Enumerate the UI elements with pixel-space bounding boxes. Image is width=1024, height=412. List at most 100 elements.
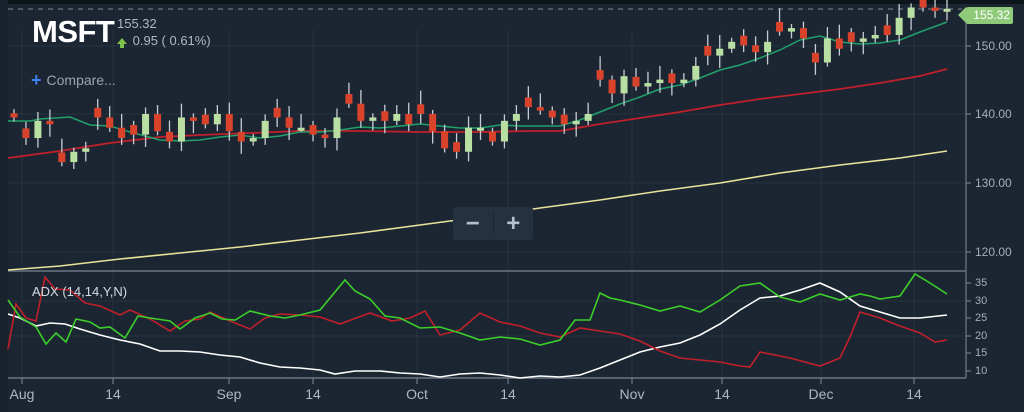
minus-di-line bbox=[7, 275, 948, 368]
candle bbox=[704, 45, 712, 56]
candle bbox=[285, 117, 293, 128]
compare-button[interactable]: + Compare... bbox=[31, 69, 116, 90]
x-axis-label: 14 bbox=[714, 386, 730, 402]
candle bbox=[142, 114, 150, 135]
candle bbox=[943, 8, 951, 12]
ticker-symbol: MSFT bbox=[32, 14, 115, 49]
candle bbox=[656, 79, 664, 84]
zoom-out-button[interactable]: − bbox=[465, 209, 480, 237]
candle bbox=[632, 76, 640, 87]
candle bbox=[668, 73, 676, 84]
candle bbox=[907, 7, 915, 18]
compare-label: Compare... bbox=[46, 72, 116, 88]
adx-line bbox=[7, 282, 948, 379]
candle bbox=[512, 114, 520, 121]
zoom-controls: − + bbox=[453, 207, 533, 240]
arrow-up-icon bbox=[117, 38, 127, 48]
candle bbox=[883, 25, 891, 35]
candle bbox=[847, 32, 855, 42]
candle bbox=[859, 38, 867, 42]
candle bbox=[213, 114, 221, 125]
price-change: 0.95 ( 0.61%) bbox=[117, 33, 211, 48]
candle bbox=[572, 120, 580, 125]
candle bbox=[596, 70, 604, 80]
zoom-divider bbox=[492, 212, 494, 235]
candle bbox=[309, 124, 317, 135]
candle bbox=[70, 151, 78, 163]
x-axis-label: 14 bbox=[105, 386, 121, 402]
left-border bbox=[0, 0, 8, 412]
candle bbox=[788, 28, 795, 32]
candle bbox=[118, 127, 126, 139]
candle bbox=[548, 110, 556, 118]
candle bbox=[225, 114, 233, 132]
candle bbox=[488, 131, 496, 142]
candle bbox=[201, 114, 209, 125]
candle bbox=[608, 79, 616, 94]
candle bbox=[692, 65, 700, 80]
x-axis-label: Sep bbox=[216, 386, 242, 402]
candle bbox=[237, 131, 245, 142]
zoom-in-button[interactable]: + bbox=[506, 209, 521, 237]
candle bbox=[465, 127, 473, 152]
candle bbox=[82, 148, 90, 152]
candle bbox=[429, 114, 437, 132]
candle bbox=[154, 114, 162, 132]
candle bbox=[249, 138, 257, 142]
plus-icon: + bbox=[31, 70, 42, 90]
candle bbox=[106, 117, 114, 128]
candle bbox=[776, 21, 784, 32]
candle bbox=[919, 0, 927, 8]
price-change-value: 0.95 ( 0.61%) bbox=[132, 33, 211, 48]
candle bbox=[823, 38, 831, 63]
candle bbox=[895, 17, 903, 35]
adx-axis-label: 35 bbox=[975, 277, 988, 289]
x-axis-label: 14 bbox=[906, 386, 922, 402]
current-price: 155.32 bbox=[117, 16, 157, 31]
x-axis-label: Nov bbox=[619, 386, 645, 402]
candle bbox=[524, 97, 532, 108]
candle bbox=[620, 76, 628, 94]
top-border bbox=[0, 0, 1024, 4]
candle bbox=[297, 127, 305, 131]
candle bbox=[500, 120, 508, 142]
x-axis-label: 14 bbox=[500, 386, 516, 402]
x-axis-label: 14 bbox=[305, 386, 321, 402]
x-axis-label: Aug bbox=[9, 386, 35, 402]
candle bbox=[333, 117, 341, 139]
y-axis-label: 140.00 bbox=[975, 107, 1012, 121]
adx-axis-label: 25 bbox=[975, 312, 988, 324]
candle bbox=[835, 38, 843, 49]
candle bbox=[560, 114, 568, 125]
y-axis-label: 120.00 bbox=[975, 245, 1012, 259]
candle bbox=[871, 34, 879, 39]
candle bbox=[453, 142, 461, 152]
candle bbox=[94, 107, 102, 118]
y-axis-label: 130.00 bbox=[975, 176, 1012, 190]
x-axis-label: Oct bbox=[406, 386, 428, 402]
candle bbox=[177, 117, 185, 142]
candle bbox=[728, 41, 736, 49]
candle bbox=[536, 107, 544, 111]
candle bbox=[584, 114, 592, 121]
y-axis-label: 150.00 bbox=[975, 39, 1012, 53]
candle bbox=[680, 79, 688, 84]
adx-axis-label: 20 bbox=[975, 330, 988, 342]
candle bbox=[811, 52, 819, 63]
candle bbox=[752, 45, 760, 53]
candle bbox=[130, 124, 138, 135]
candle bbox=[58, 152, 66, 163]
candle bbox=[46, 120, 54, 125]
candle bbox=[393, 114, 401, 121]
last-price-tag: 155.32 bbox=[958, 7, 1013, 24]
candle bbox=[716, 48, 724, 56]
candle bbox=[799, 28, 807, 39]
candle bbox=[417, 104, 425, 114]
plus-di-line bbox=[7, 272, 948, 346]
candle bbox=[369, 117, 377, 121]
candle bbox=[405, 114, 413, 125]
candle bbox=[644, 83, 652, 87]
adx-panel-title: ADX (14,14,Y,N) bbox=[32, 284, 128, 299]
